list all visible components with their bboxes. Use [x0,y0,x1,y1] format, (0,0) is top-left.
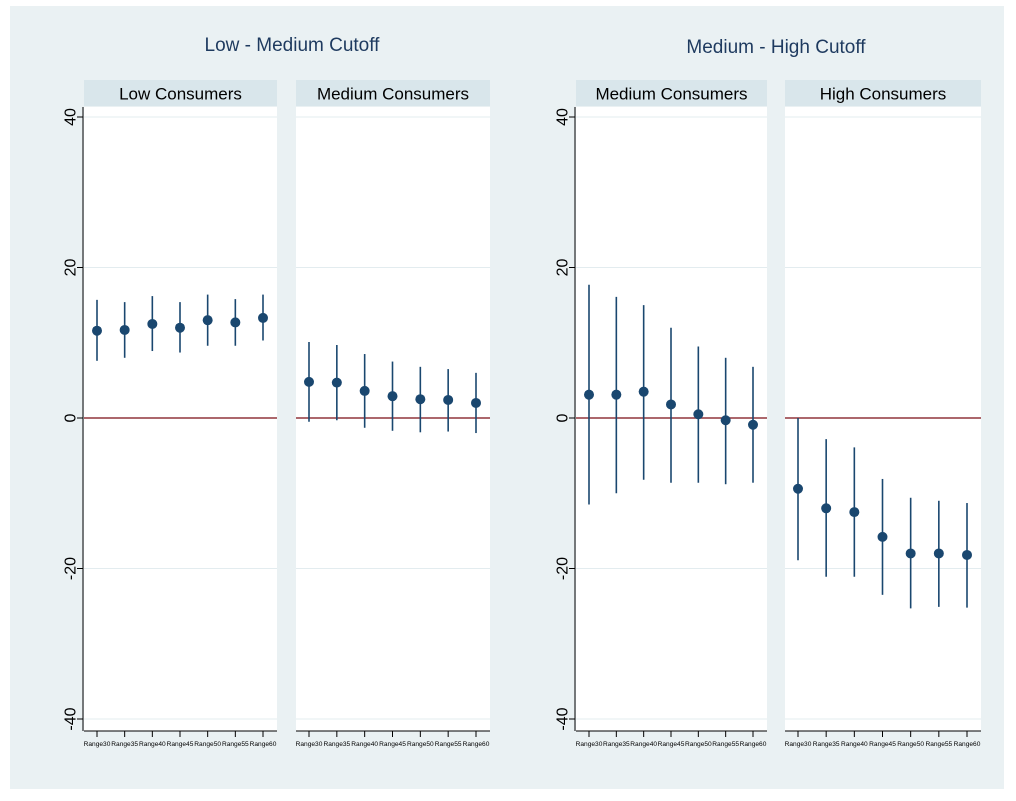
point-estimate [147,318,158,329]
x-tick-label: Range30 [576,741,603,748]
x-tick-label: Range30 [785,741,812,748]
point-estimate [471,397,481,408]
point-estimate [119,324,130,335]
point-estimate [666,399,676,410]
y-tick-label: -40 [555,707,572,730]
plot-area [84,107,277,731]
x-tick-label: Range55 [222,741,249,748]
x-tick-label: Range60 [250,741,277,748]
y-tick-label: 20 [555,259,572,277]
point-estimate [230,317,241,328]
x-tick-label: Range55 [435,741,462,748]
y-tick-label: -20 [63,557,80,580]
y-tick-label: 40 [63,108,80,126]
x-tick-label: Range50 [194,741,221,748]
point-estimate [359,385,370,396]
point-estimate [584,389,594,400]
x-tick-label: Range35 [813,741,840,748]
point-estimate [693,409,704,420]
point-estimate [748,419,758,430]
x-tick-label: Range30 [296,741,323,748]
y-tick-label: 0 [63,413,80,422]
x-tick-label: Range50 [407,741,434,748]
panel-strip [785,80,981,106]
panel-title: High Consumers [820,85,947,104]
point-estimate [415,394,426,405]
x-tick-label: Range60 [463,741,490,748]
point-estimate [175,322,185,333]
x-tick-label: Range40 [630,741,657,748]
y-tick-label: 0 [555,413,572,422]
x-tick-label: Range60 [740,741,767,748]
x-tick-label: Range50 [685,741,712,748]
point-estimate [849,507,860,518]
panel-strip [84,80,277,106]
point-estimate [793,483,803,494]
point-estimate [905,548,916,559]
x-tick-label: Range45 [379,741,406,748]
group-title-medium-high: Medium - High Cutoff [686,37,866,58]
y-tick-label: 40 [555,108,572,126]
panel-title: Medium Consumers [317,85,469,104]
point-estimate [933,548,944,559]
point-estimate [720,415,731,426]
point-estimate [638,386,649,397]
point-estimate [821,503,832,514]
x-tick-label: Range55 [925,741,952,748]
point-estimate [258,312,268,323]
y-tick-label: 20 [63,259,80,277]
x-tick-label: Range35 [111,741,138,748]
plot-area [785,107,981,731]
point-estimate [611,389,622,400]
x-tick-label: Range45 [658,741,685,748]
x-tick-label: Range35 [323,741,350,748]
y-tick-label: -20 [555,557,572,580]
point-estimate [331,377,342,388]
group-title-low-medium: Low - Medium Cutoff [205,35,381,56]
panel-strip [576,80,767,106]
x-tick-label: Range50 [897,741,924,748]
x-tick-label: Range40 [351,741,378,748]
point-estimate [304,376,314,387]
panel-title: Low Consumers [119,85,242,104]
point-estimate [877,531,888,542]
x-tick-label: Range55 [712,741,739,748]
y-tick-label: -40 [63,707,80,730]
point-estimate [202,315,213,326]
x-tick-label: Range45 [167,741,194,748]
x-tick-label: Range35 [603,741,630,748]
panel-title: Medium Consumers [595,85,747,104]
x-tick-label: Range60 [954,741,981,748]
point-estimate [387,391,398,402]
x-tick-label: Range40 [139,741,166,748]
point-estimate [92,325,102,336]
x-tick-label: Range40 [841,741,868,748]
point-estimate [443,394,454,405]
x-tick-label: Range45 [869,741,896,748]
panel-strip [296,80,490,106]
point-estimate [962,549,972,560]
x-tick-label: Range30 [84,741,111,748]
